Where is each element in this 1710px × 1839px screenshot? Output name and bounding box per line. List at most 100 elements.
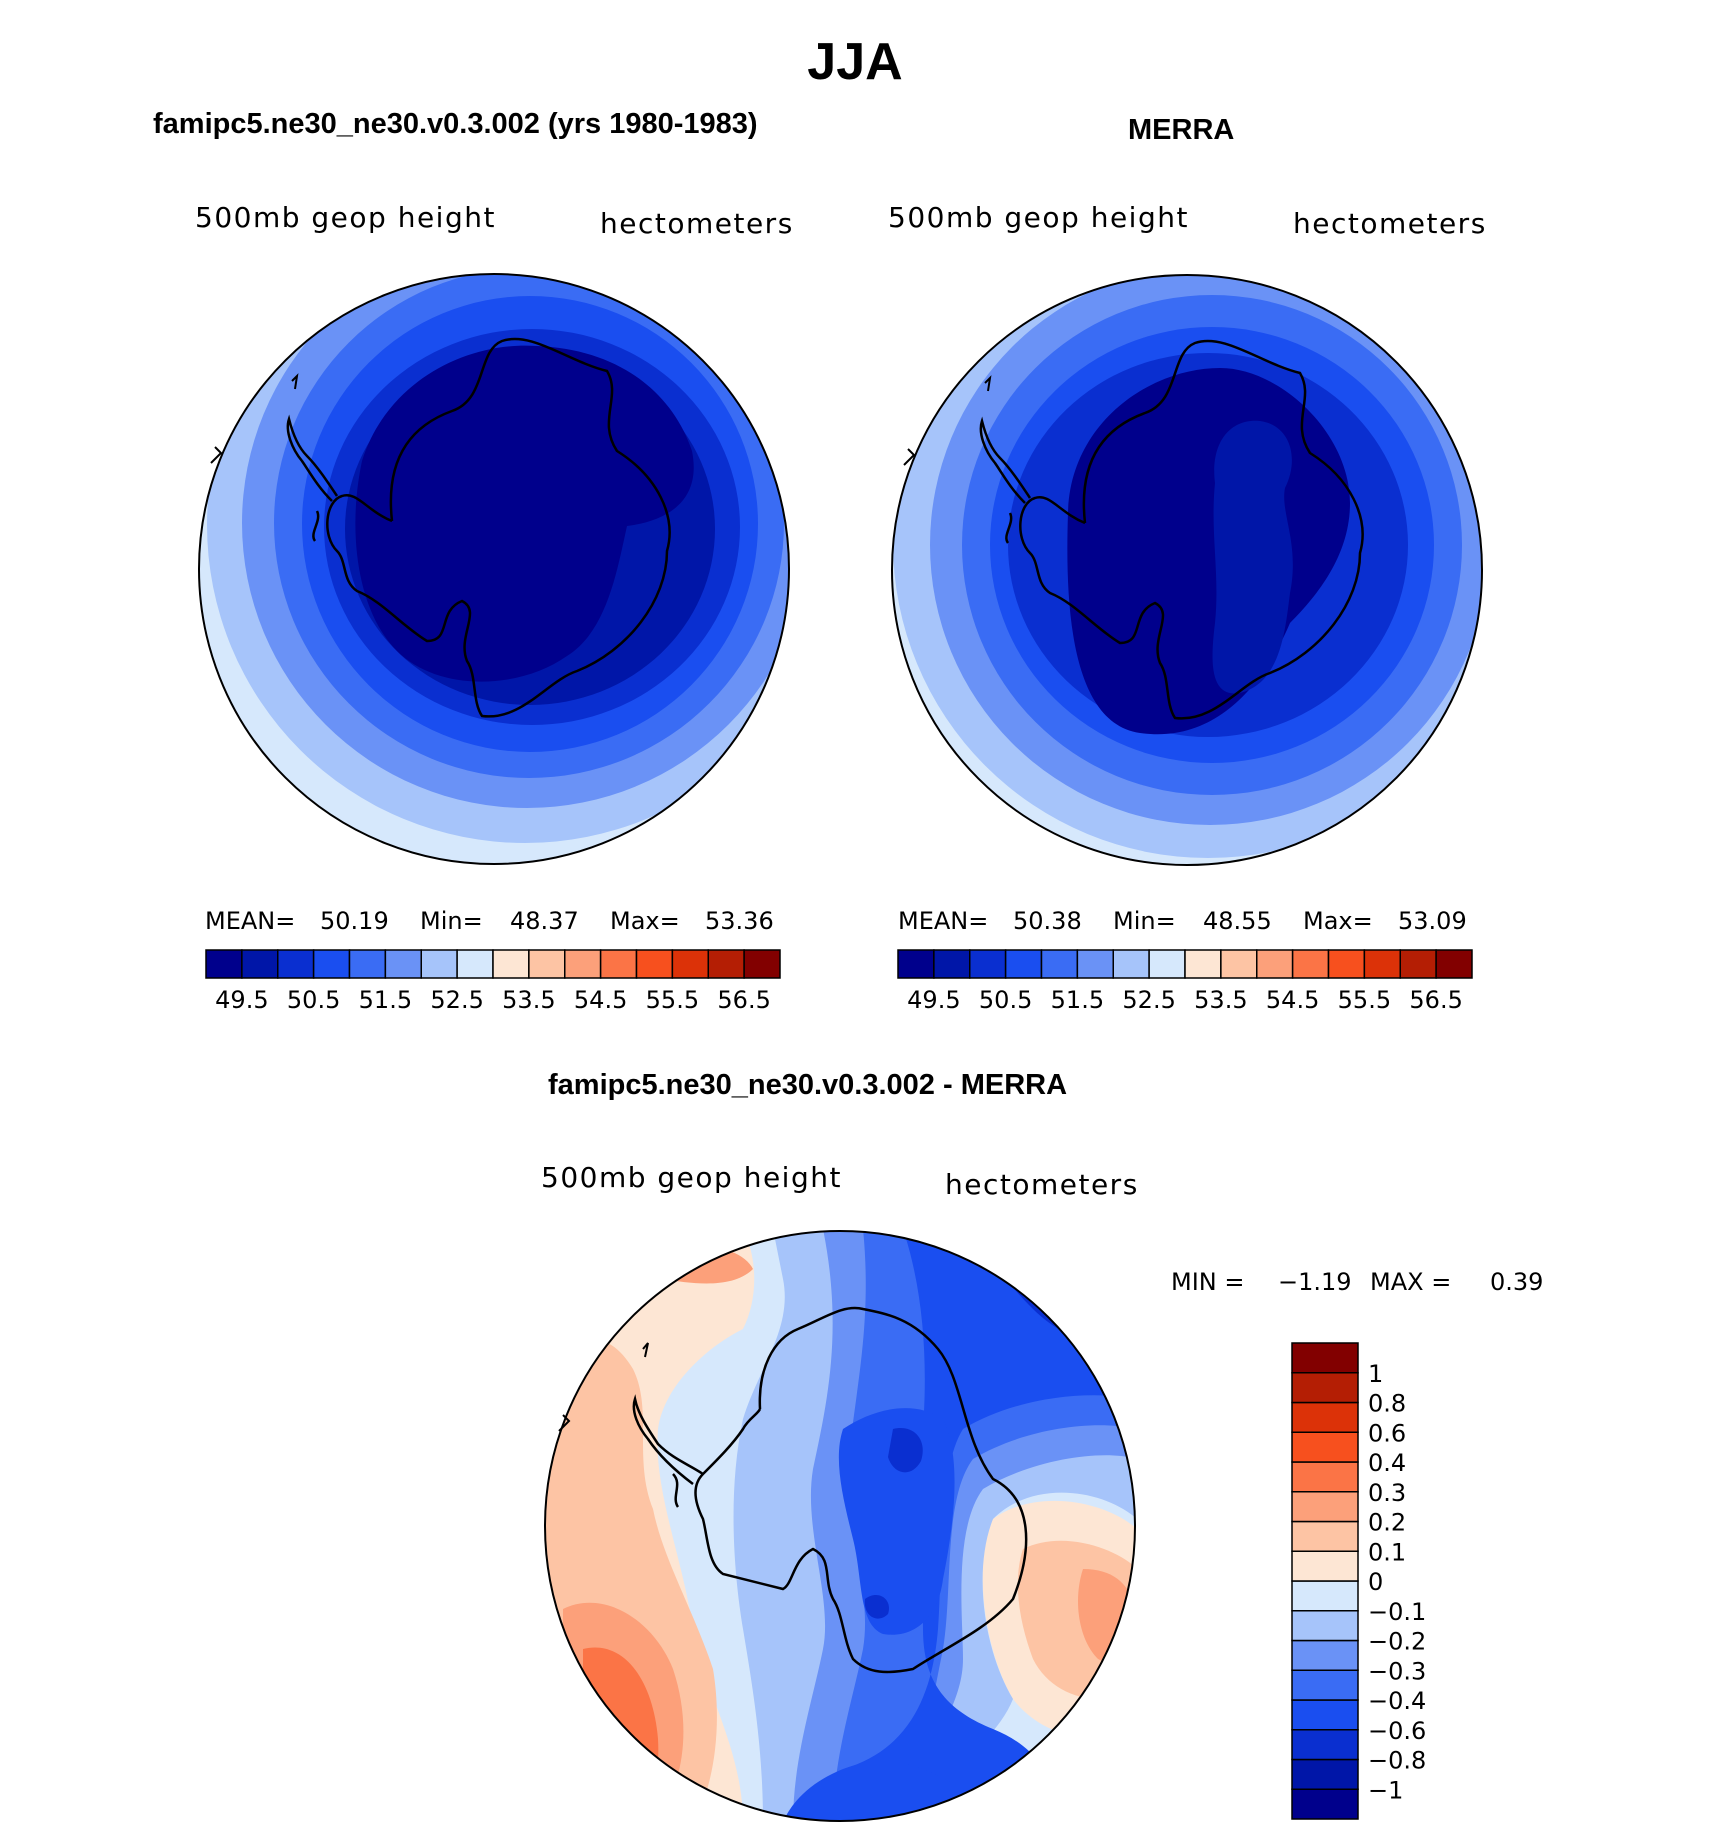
colorbar-tick-label: 0.3 xyxy=(1368,1479,1406,1507)
colorbar-swatch xyxy=(1112,949,1150,979)
colorbar-swatch xyxy=(1291,1491,1359,1523)
colorbar-tick-label: 52.5 xyxy=(430,986,483,1014)
colorbar-swatch xyxy=(1327,949,1366,979)
colorbar-swatch xyxy=(1148,949,1186,979)
colorbar-tick-label: 0.4 xyxy=(1368,1449,1406,1477)
panel-1-min-label: Min= xyxy=(420,907,483,935)
colorbar-tick-label: 55.5 xyxy=(1338,986,1391,1014)
colorbar-swatch xyxy=(1220,949,1258,979)
colorbar-tick-label: −0.3 xyxy=(1368,1657,1426,1685)
colorbar-tick-label: 0.6 xyxy=(1368,1419,1406,1447)
colorbar-swatch xyxy=(492,949,530,979)
contour-band xyxy=(1212,420,1293,694)
diff-min: −1.19 xyxy=(1278,1268,1352,1296)
colorbar-swatch xyxy=(456,949,494,979)
colorbar-swatch xyxy=(635,949,674,979)
panel-2-min: 48.55 xyxy=(1203,907,1272,935)
panel-1-field-label: 500mb geop height xyxy=(195,201,496,234)
antarctica-coastline xyxy=(326,337,671,718)
colorbar-tick-label: 54.5 xyxy=(574,986,627,1014)
colorbar-swatch xyxy=(1291,949,1330,979)
diff-panel-units-label: hectometers xyxy=(945,1168,1139,1201)
panel-1-units-label: hectometers xyxy=(600,207,794,240)
panel-1-max-label: Max= xyxy=(610,907,680,935)
colorbar-tick-label: −1 xyxy=(1368,1776,1403,1804)
colorbar-swatch xyxy=(1291,1669,1359,1701)
colorbar-tick-label: 51.5 xyxy=(1051,986,1104,1014)
colorbar-tick-label: 50.5 xyxy=(287,986,340,1014)
colorbar-swatch xyxy=(1363,949,1401,979)
contour-band xyxy=(1053,1231,1135,1299)
colorbar-tick-label: 54.5 xyxy=(1266,986,1319,1014)
colorbar-tick-label: 0.2 xyxy=(1368,1509,1406,1537)
colorbar-tick-label: 56.5 xyxy=(1409,986,1462,1014)
colorbar-swatch xyxy=(348,949,387,979)
colorbar-swatch xyxy=(1291,1342,1359,1374)
colorbar-swatch xyxy=(933,949,971,979)
panel-2-mean-label: MEAN= xyxy=(898,907,989,935)
colorbar-swatch xyxy=(312,949,351,979)
contour-band xyxy=(838,1408,955,1635)
colorbar-swatch xyxy=(1291,1461,1359,1493)
colorbar-tick-label: 53.5 xyxy=(502,986,555,1014)
colorbar-swatch xyxy=(420,949,458,979)
panel-1-max: 53.36 xyxy=(705,907,774,935)
colorbar-tick-label: −0.8 xyxy=(1368,1747,1426,1775)
colorbar-swatch xyxy=(1291,1580,1359,1612)
panel-2-mean: 50.38 xyxy=(1013,907,1082,935)
contour-band xyxy=(783,1231,1135,1821)
colorbar-swatch xyxy=(1004,949,1043,979)
colorbar-swatch xyxy=(707,949,745,979)
colorbar-tick-label: 52.5 xyxy=(1122,986,1175,1014)
colorbar-swatch xyxy=(241,949,279,979)
antarctic-peninsula xyxy=(979,416,1032,504)
panel-1-mean-label: MEAN= xyxy=(205,907,296,935)
colorbar-swatch xyxy=(1040,949,1079,979)
colorbar-swatch xyxy=(1291,1550,1359,1582)
colorbar-tick-label: 49.5 xyxy=(215,986,268,1014)
colorbar-tick-label: −0.4 xyxy=(1368,1687,1426,1715)
colorbar-swatch xyxy=(205,949,243,979)
contour-band xyxy=(864,1594,889,1619)
colorbar-swatch xyxy=(1184,949,1222,979)
panel-1-title: famipc5.ne30_ne30.v0.3.002 (yrs 1980-198… xyxy=(153,108,758,140)
colorbar-tick-label: 50.5 xyxy=(979,986,1032,1014)
panel-2-max-label: Max= xyxy=(1303,907,1373,935)
panel-2-title: MERRA xyxy=(1128,114,1235,146)
panel-2-field-label: 500mb geop height xyxy=(888,201,1189,234)
colorbar-swatch xyxy=(1291,1758,1359,1790)
panel-2-max: 53.09 xyxy=(1398,907,1467,935)
colorbar-swatch xyxy=(1435,949,1473,979)
colorbar-swatch xyxy=(969,949,1007,979)
colorbar-swatch xyxy=(897,949,935,979)
colorbar-swatch xyxy=(1076,949,1114,979)
panel-1-mean: 50.19 xyxy=(320,907,389,935)
diff-max: 0.39 xyxy=(1490,1268,1544,1296)
colorbar-swatch xyxy=(528,949,566,979)
diff-colorbar: −1−0.8−0.6−0.4−0.3−0.2−0.100.10.20.30.40… xyxy=(1291,1342,1426,1820)
panel-1-min: 48.37 xyxy=(510,907,579,935)
panel-2-units-label: hectometers xyxy=(1293,207,1487,240)
antarctica-coastline xyxy=(1019,339,1364,720)
colorbar-tick-label: −0.6 xyxy=(1368,1717,1426,1745)
colorbar-tick-label: 53.5 xyxy=(1194,986,1247,1014)
colorbar-tick-label: 0.1 xyxy=(1368,1538,1406,1566)
colorbar-swatch xyxy=(1399,949,1437,979)
colorbar-tick-label: 0.8 xyxy=(1368,1390,1406,1418)
panel-1-colorbar: 49.5 50.5 51.5 52.5 53.5 54.5 55.5 56.5 xyxy=(205,949,781,1014)
colorbar-swatch xyxy=(743,949,781,979)
colorbar-tick-label: 0 xyxy=(1368,1568,1383,1596)
panel-2-colorbar: 49.5 50.5 51.5 52.5 53.5 54.5 55.5 56.5 xyxy=(897,949,1473,1014)
figure-title: JJA xyxy=(807,33,903,91)
antarctic-peninsula xyxy=(632,1394,704,1485)
colorbar-tick-label: 51.5 xyxy=(359,986,412,1014)
colorbar-swatch xyxy=(1291,1729,1359,1761)
colorbar-swatch xyxy=(1291,1372,1359,1404)
diff-min-label: MIN = xyxy=(1171,1268,1245,1296)
colorbar-swatch xyxy=(1256,949,1294,979)
panel-1-polar-map xyxy=(198,273,790,865)
colorbar-swatch xyxy=(564,949,602,979)
colorbar-tick-label: 1 xyxy=(1368,1360,1383,1388)
colorbar-swatch xyxy=(1291,1639,1359,1671)
contour-band xyxy=(888,1428,923,1473)
